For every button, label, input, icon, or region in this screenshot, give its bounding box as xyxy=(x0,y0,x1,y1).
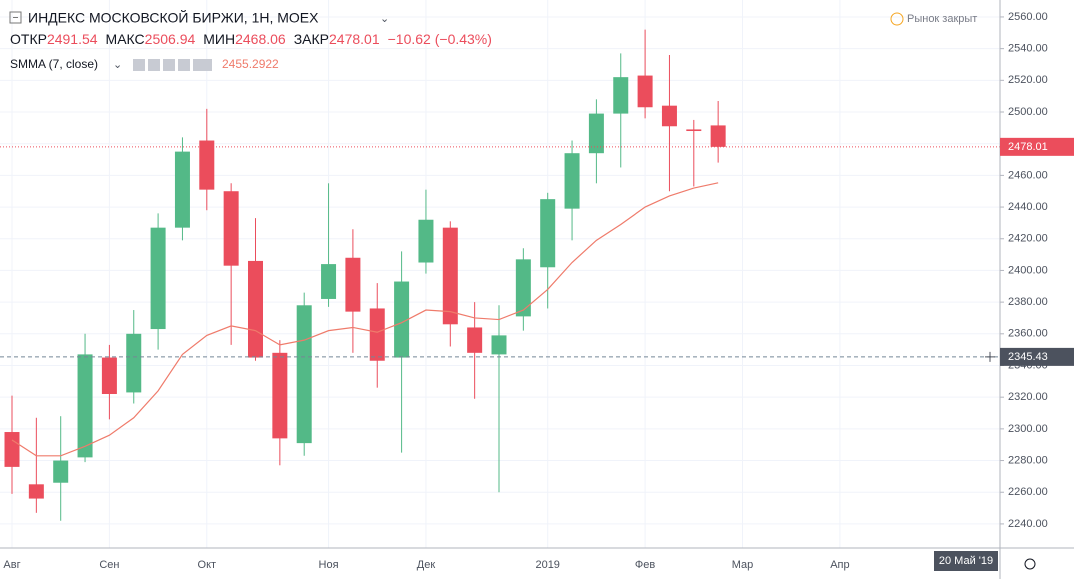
collapse-icon[interactable] xyxy=(9,11,22,24)
candle-body xyxy=(588,113,604,154)
y-tick-label: 2380.00 xyxy=(1008,296,1048,308)
grid xyxy=(0,0,1000,548)
candle-body xyxy=(442,227,458,325)
candle-body xyxy=(321,264,337,299)
market-status: Рынок закрыт xyxy=(907,13,977,25)
settings-icon[interactable] xyxy=(1024,558,1036,570)
low-value: 2468.06 xyxy=(235,31,286,47)
candle-body xyxy=(223,191,239,266)
crosshair-date: 20 Май '19 xyxy=(939,555,993,567)
candle-body xyxy=(296,305,312,444)
open-label: ОТКР xyxy=(10,31,47,47)
date-box xyxy=(934,551,998,571)
x-tick-label: Фев xyxy=(635,559,655,571)
dropdown-icon[interactable]: ⌄ xyxy=(113,59,122,71)
candle-body xyxy=(199,140,215,190)
candle-body xyxy=(686,129,702,132)
candle-body xyxy=(564,153,580,209)
x-tick-label: Мар xyxy=(732,559,754,571)
y-tick-label: 2300.00 xyxy=(1008,423,1048,435)
y-tick-label: 2400.00 xyxy=(1008,264,1048,276)
indicator-buttons xyxy=(133,59,212,71)
x-tick-label: Дек xyxy=(417,559,436,571)
candle-body xyxy=(77,354,93,458)
x-tick-label: Окт xyxy=(198,559,217,571)
candle-body xyxy=(248,260,263,358)
candle-body xyxy=(101,357,117,395)
x-tick-label: Сен xyxy=(99,559,119,571)
candle-body xyxy=(661,105,677,127)
high-value: 2506.94 xyxy=(145,31,196,47)
button[interactable] xyxy=(200,59,212,71)
candle-body xyxy=(710,125,726,147)
y-tick-label: 2560.00 xyxy=(1008,11,1048,23)
low-label: МИН xyxy=(203,31,235,47)
open-value: 2491.54 xyxy=(47,31,98,47)
y-tick-label: 2240.00 xyxy=(1008,518,1048,530)
candle-body xyxy=(613,77,629,114)
last-price-label: 2478.01 xyxy=(1008,141,1048,153)
high-label: МАКС xyxy=(106,31,145,47)
close-value: 2478.01 xyxy=(329,31,380,47)
candle-body xyxy=(418,219,434,263)
crosshair-box xyxy=(1000,347,1074,366)
x-tick-label: Ноя xyxy=(319,559,339,571)
indicator-label: SMMA (7, close) xyxy=(10,57,98,71)
y-tick-label: 2280.00 xyxy=(1008,454,1048,466)
x-tick-label: Авг xyxy=(3,559,20,571)
ohlc: ОТКР2491.54 МАКС2506.94 МИН2468.06 ЗАКР2478… xyxy=(10,31,492,47)
last-price-box xyxy=(1000,137,1074,156)
candle-body xyxy=(394,281,410,358)
indicator-value: 2455.2922 xyxy=(222,57,279,71)
change: −10.62 (−0.43%) xyxy=(388,31,492,47)
plot xyxy=(0,29,1000,521)
candle-body xyxy=(369,308,385,361)
x-tick-label: Апр xyxy=(830,559,849,571)
button[interactable] xyxy=(148,59,160,71)
smma-line xyxy=(11,182,719,457)
crosshair-label: 2345.43 xyxy=(1008,351,1048,363)
y-tick-label: 2260.00 xyxy=(1008,486,1048,498)
candle-body xyxy=(637,75,653,108)
candle-body xyxy=(53,460,69,483)
x-tick-label: 2019 xyxy=(535,559,559,571)
y-tick-label: 2420.00 xyxy=(1008,233,1048,245)
candle-body xyxy=(28,484,44,499)
close-label: ЗАКР xyxy=(294,31,329,47)
y-tick-label: 2520.00 xyxy=(1008,74,1048,86)
symbol-title: ИНДЕКС МОСКОВСКОЙ БИРЖИ, 1Н, MOEX xyxy=(28,9,319,26)
button[interactable] xyxy=(178,59,190,71)
button[interactable] xyxy=(163,59,175,71)
y-tick-label: 2320.00 xyxy=(1008,391,1048,403)
y-tick-label: 2440.00 xyxy=(1008,201,1048,213)
y-tick-label: 2540.00 xyxy=(1008,43,1048,55)
candle-body xyxy=(515,259,531,317)
y-tick-label: 2460.00 xyxy=(1008,169,1048,181)
candle-body xyxy=(150,227,166,330)
status-icon xyxy=(890,12,904,26)
y-tick-label: 2360.00 xyxy=(1008,328,1048,340)
candle-body xyxy=(174,151,190,228)
candle-body xyxy=(126,333,142,393)
dropdown-icon[interactable]: ⌄ xyxy=(380,13,389,25)
candle-body xyxy=(272,352,288,439)
button[interactable] xyxy=(133,59,145,71)
candle-body xyxy=(540,199,556,268)
candle-body xyxy=(491,335,507,355)
candle-body xyxy=(345,257,361,312)
candle-body xyxy=(467,327,483,353)
axes: 2240.002260.002280.002300.002320.002340.… xyxy=(3,11,1074,571)
candle-body xyxy=(4,432,20,467)
y-tick-label: 2500.00 xyxy=(1008,106,1048,118)
